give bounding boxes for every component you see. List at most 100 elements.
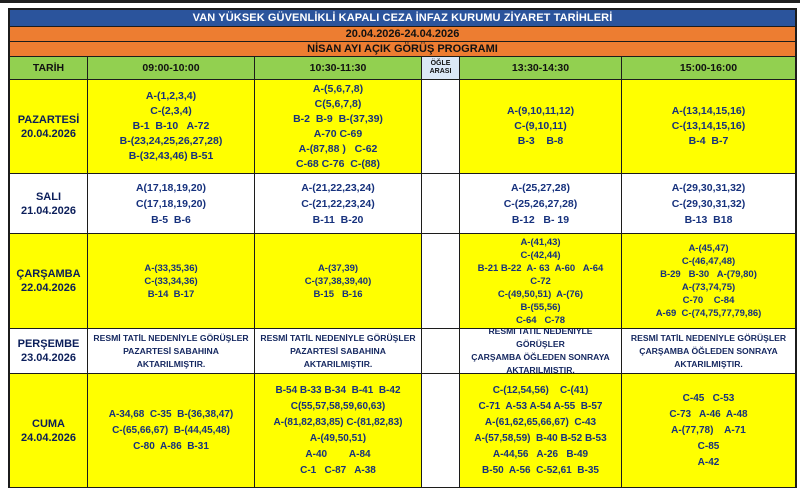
table-title-bar: VAN YÜKSEK GÜVENLİKLİ KAPALI CEZA İNFAZ … [10,10,795,27]
schedule-line: B-11 B-20 [312,213,364,226]
schedule-line: A-(25,27,28) [511,181,570,194]
schedule-cell: C-45 C-53 C-73 A-46 A-48 A-(77,78) A-71 C-8… [622,374,795,488]
schedule-line: C(17,18,19,20) [135,197,207,210]
lunch-break-cell [422,374,460,488]
visit-schedule-table: VAN YÜKSEK GÜVENLİKLİ KAPALI CEZA İNFAZ … [8,8,797,488]
schedule-line: C-(2,3,4) [150,105,192,117]
schedule-cell: B-54 B-33 B-34 B-41 B-42 C(55,57,58,59,60… [255,374,422,488]
schedule-line: C-71 A-53 A-54 A-55 B-57 [478,400,603,412]
schedule-line: C-80 A-86 B-31 [133,440,209,452]
day-name: CUMA [32,417,65,430]
lunch-break-cell [422,234,460,329]
schedule-line: C-1 C-87 A-38 [300,464,376,476]
schedule-line: PAZARTESİ SABAHINA AKTARILMIŞTIR. [290,345,388,369]
schedule-line: A-(77,78) A-71 [671,424,746,436]
schedule-line: C-45 C-53 [682,392,735,404]
day-name: ÇARŞAMBA [16,268,81,280]
schedule-line: C-(46,47,48) [681,256,736,267]
schedule-line: A-(1,2,3,4) [145,90,197,102]
schedule-line: A-(13,14,15,16) [671,105,746,117]
schedule-cell: A-(5,6,7,8) C(5,6,7,8) B-2 B-9 B-(37,39) A-… [255,80,422,174]
column-header-lunch-break: ÖĞLE ARASI [422,57,460,80]
day-date: 21.04.2026 [20,204,77,217]
schedule-cell: A-(13,14,15,16) C-(13,14,15,16) B-4 B-7 [622,80,795,174]
lunch-break-cell [422,174,460,234]
column-header-slot-3: 13:30-14:30 [460,57,622,80]
schedule-line: B-3 B-8 [517,135,564,147]
schedule-line: AKTARILMIŞTIR. [674,358,743,369]
schedule-line: C(55,57,58,59,60,63) [290,400,386,412]
schedule-line: A-34,68 C-35 B-(36,38,47) [108,408,234,420]
schedule-cell: RESMİ TATİL NEDENİYLE GÖRÜŞLER PAZARTESİ … [88,329,255,374]
schedule-line: C-(25,26,27,28) [503,197,578,210]
schedule-line: B-50 A-56 C-52,61 B-35 [482,464,599,476]
schedule-line: B-15 B-16 [313,288,363,300]
schedule-line: A-69 C-(74,75,77,79,86) [655,308,762,319]
lunch-break-cell [422,80,460,174]
schedule-line: RESMİ TATİL NEDENİYLE GÖRÜŞLER [630,332,787,343]
schedule-line: B-2 B-9 B-(37,39) [293,112,383,125]
schedule-line: C-(42,44) [520,249,561,261]
schedule-line: A-(45,47) [688,243,729,254]
schedule-line: B-1 B-10 A-72 [132,120,210,132]
schedule-line: A-44,56 A-26 B-49 [492,448,589,460]
schedule-line: C-70 C-84 [682,295,735,306]
schedule-line: A-(37,39) [317,262,359,274]
schedule-line: RESMİ TATİL NEDENİYLE GÖRÜŞLER [260,332,416,343]
schedule-line: A-(57,58,59) B-40 B-52 B-53 [474,432,607,444]
schedule-line: C-(37,38,39,40) [304,275,372,287]
schedule-line: C-(49,50,51) A-(76) [497,288,584,300]
schedule-cell: A-(1,2,3,4) C-(2,3,4) B-1 B-10 A-72 B-(23,2… [88,80,255,174]
schedule-line: A-(81,82,83,85) C-(81,82,83) [273,416,403,428]
schedule-line: RESMİ TATİL NEDENİYLE GÖRÜŞLER [93,332,249,343]
schedule-line: B-21 B-22 A- 63 A-60 A-64 [477,262,604,274]
schedule-line: C-64 C-78 [515,314,566,326]
schedule-line: RESMİ TATİL NEDENİYLE GÖRÜŞLER [488,329,595,349]
day-date: 22.04.2026 [20,282,77,294]
day-name: SALI [35,190,62,203]
schedule-line: C-73 A-46 A-48 [669,408,748,420]
schedule-line: B-13 B18 [684,213,733,226]
schedule-line: A-(29,30,31,32) [671,181,746,194]
schedule-line: A-(41,43) [520,236,561,248]
schedule-cell: A-(21,22,23,24) C-(21,22,23,24) B-11 B-20 [255,174,422,234]
schedule-cell: A-(45,47) C-(46,47,48) B-29 B-30 A-(79,80)… [622,234,795,329]
day-date: 20.04.2026 [20,127,77,140]
schedule-line: ÇARŞAMBA ÖĞLEDEN SONRAYA [471,352,610,362]
schedule-cell: RESMİ TATİL NEDENİYLE GÖRÜŞLER ÇARŞAMBA Ö… [622,329,795,374]
schedule-line: B-(32,43,46) B-51 [128,150,214,162]
day-cell: PERŞEMBE 23.04.2026 [10,329,88,374]
schedule-line: C-85 [697,440,720,452]
schedule-line: PAZARTESİ SABAHINA AKTARILMIŞTIR. [123,345,221,369]
schedule-line: A-(73,74,75) [681,282,736,293]
schedule-line: B-(23,24,25,26,27,28) [119,135,223,147]
schedule-cell: A-(41,43) C-(42,44) B-21 B-22 A- 63 A-60 A… [460,234,622,329]
schedule-line: A-(9,10,11,12) [506,105,575,117]
day-date: 23.04.2026 [20,352,77,364]
schedule-cell: A-(37,39) C-(37,38,39,40) B-15 B-16 [255,234,422,329]
schedule-line: C-68 C-76 C-(88) [295,157,381,170]
schedule-cell: A-(29,30,31,32) C-(29,30,31,32) B-13 B18 [622,174,795,234]
schedule-line: C-(9,10,11) [514,120,567,132]
schedule-line: A-(49,50,51) [309,432,367,444]
schedule-line: A-(21,22,23,24) [301,181,375,194]
schedule-cell: A-34,68 C-35 B-(36,38,47) C-(65,66,67) B-… [88,374,255,488]
schedule-line: A(17,18,19,20) [135,181,207,194]
schedule-line: A-(61,62,65,66,67) C-43 [484,416,597,428]
lunch-break-cell [422,329,460,374]
day-date: 24.04.2026 [20,431,77,444]
schedule-line: B-54 B-33 B-34 B-41 B-42 [275,384,401,396]
schedule-line: B-5 B-6 [151,213,191,226]
day-cell: PAZARTESİ 20.04.2026 [10,80,88,174]
schedule-line: ÇARŞAMBA ÖĞLEDEN SONRAYA [639,345,778,356]
date-range-band: 20.04.2026-24.04.2026 [10,27,795,42]
schedule-cell: A-(9,10,11,12) C-(9,10,11) B-3 B-8 [460,80,622,174]
schedule-line: C-(12,54,56) C-(41) [492,384,589,396]
schedule-line: C-(21,22,23,24) [301,197,375,210]
schedule-cell: A-(25,27,28) C-(25,26,27,28) B-12 B- 19 [460,174,622,234]
schedule-cell: RESMİ TATİL NEDENİYLE GÖRÜŞLER ÇARŞAMBA Ö… [460,329,622,374]
day-cell: CUMA 24.04.2026 [10,374,88,488]
day-name: PERŞEMBE [17,338,80,350]
schedule-cell: A-(33,35,36) C-(33,34,36) B-14 B-17 [88,234,255,329]
